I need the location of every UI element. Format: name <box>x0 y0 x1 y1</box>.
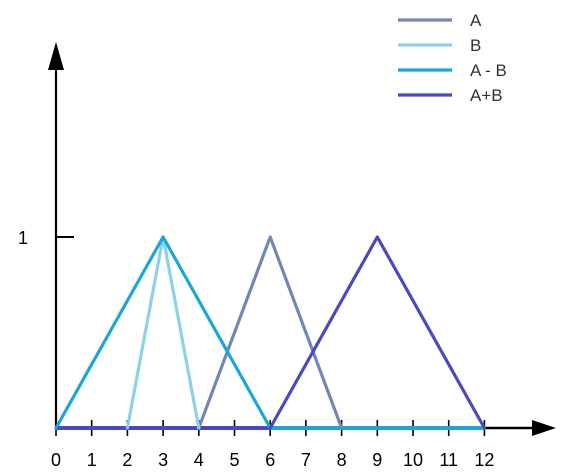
x-tick-label: 5 <box>229 450 239 470</box>
series-line <box>54 235 272 430</box>
series-line <box>125 235 201 430</box>
x-tick-label: 12 <box>474 450 494 470</box>
legend-label: A <box>470 11 482 30</box>
x-tick-label: 1 <box>87 450 97 470</box>
y-tick-label: 1 <box>18 228 28 248</box>
legend-label: A+B <box>470 86 503 105</box>
x-tick-label: 9 <box>372 450 382 470</box>
series-line <box>197 235 344 430</box>
x-tick-label: 8 <box>337 450 347 470</box>
x-tick-label: 11 <box>439 450 458 470</box>
x-tick-label: 10 <box>403 450 423 470</box>
series-line <box>268 235 486 430</box>
x-tick-label: 2 <box>122 450 132 470</box>
x-tick-label: 6 <box>265 450 275 470</box>
y-axis-arrow <box>48 42 64 70</box>
x-tick-label: 7 <box>301 450 311 470</box>
x-axis-arrow <box>532 420 556 436</box>
legend-label: A - B <box>470 61 507 80</box>
x-tick-label: 3 <box>158 450 168 470</box>
legend-label: B <box>470 36 481 55</box>
x-tick-label: 4 <box>194 450 204 470</box>
x-tick-label: 0 <box>51 450 61 470</box>
